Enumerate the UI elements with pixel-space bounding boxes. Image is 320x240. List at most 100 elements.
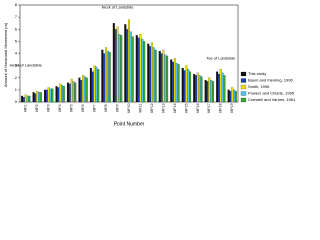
x-tick-label: MP1 — [24, 104, 28, 111]
y-tick-label: 0 — [15, 99, 18, 104]
bar — [172, 61, 175, 103]
bar — [47, 87, 50, 103]
x-tick-label: MP11 — [138, 104, 142, 113]
bar — [78, 77, 81, 103]
bar — [44, 89, 47, 103]
bar — [189, 71, 192, 103]
bar — [210, 80, 213, 103]
x-tick-label: MP5 — [70, 104, 74, 111]
bar — [229, 91, 232, 103]
legend-label: This study — [248, 71, 266, 76]
bar — [21, 95, 24, 103]
x-tick-label: MP15 — [184, 103, 188, 112]
x-tick-label: MP3 — [47, 104, 51, 111]
bar — [181, 67, 184, 103]
bar — [85, 77, 88, 103]
x-tick-label: MP17 — [207, 103, 211, 112]
bar — [158, 51, 161, 103]
bar — [187, 69, 190, 103]
bar — [108, 52, 111, 103]
x-tick-label: MP10 — [127, 103, 131, 112]
bar — [195, 75, 197, 103]
bar — [164, 54, 167, 103]
bar — [32, 92, 35, 103]
bar — [61, 84, 63, 103]
bar — [185, 65, 188, 103]
bar — [217, 74, 220, 103]
y-tick-label: 6 — [15, 26, 18, 31]
x-tick-label: MP16 — [196, 103, 200, 112]
bar — [152, 47, 155, 103]
bar — [97, 69, 100, 103]
y-tick-label: 5 — [15, 38, 18, 43]
bar — [204, 80, 207, 103]
y-tick-label: 7 — [15, 14, 18, 19]
bar — [149, 46, 152, 103]
bar — [223, 75, 226, 103]
bar — [120, 35, 123, 103]
bar — [28, 95, 31, 103]
bar — [36, 91, 39, 103]
bar — [91, 71, 94, 103]
bar — [55, 86, 58, 103]
legend-label: Smith, 1996 — [248, 84, 270, 89]
bar — [154, 49, 157, 103]
bar — [24, 94, 27, 103]
legend-swatch — [240, 78, 247, 83]
bar — [177, 64, 180, 103]
bar — [137, 37, 140, 103]
y-tick-label: 1 — [15, 87, 18, 92]
bar — [128, 19, 130, 103]
bar — [72, 81, 75, 103]
bar — [80, 80, 83, 103]
bar — [147, 43, 150, 103]
bar — [193, 74, 196, 103]
bar — [135, 35, 138, 103]
bar — [233, 89, 236, 103]
annotation: Toe of Landslide — [206, 55, 236, 60]
bar — [234, 91, 237, 103]
bar — [150, 42, 153, 103]
bar — [38, 92, 41, 103]
bar — [93, 65, 96, 103]
bar — [141, 38, 144, 103]
chart: Amount of Horizontal Movement (m) Point … — [3, 2, 296, 127]
legend-swatch — [240, 91, 247, 96]
x-tick-label: MP14 — [173, 103, 177, 112]
x-tick-label: MP2 — [35, 104, 39, 111]
x-tick-label: MP7 — [93, 104, 97, 111]
bar — [131, 36, 134, 103]
bar — [106, 51, 109, 103]
bar — [95, 66, 98, 103]
y-axis-label: Amount of Horizontal Movement (m) — [3, 22, 8, 87]
y-tick-label: 3 — [15, 63, 18, 68]
bar — [198, 75, 201, 103]
bar — [82, 75, 85, 103]
bar — [51, 88, 54, 103]
bar — [101, 49, 104, 103]
bar — [139, 34, 142, 103]
bar — [196, 72, 199, 103]
bar — [126, 29, 129, 103]
bar — [34, 93, 37, 103]
bar — [160, 53, 163, 103]
bar — [118, 34, 121, 103]
legend-swatch — [240, 84, 247, 90]
bar — [105, 47, 108, 103]
bar — [143, 41, 146, 103]
legend-swatch — [240, 71, 247, 77]
bar — [129, 31, 132, 103]
x-tick-label: MP12 — [150, 103, 154, 112]
bar — [114, 29, 117, 103]
bar — [59, 83, 62, 103]
x-tick-label: MP18 — [219, 103, 223, 112]
annotation: Neck of Landslide — [102, 4, 135, 9]
bar — [89, 67, 92, 103]
bar — [211, 81, 214, 103]
bar — [68, 83, 71, 103]
bar — [216, 71, 219, 103]
x-tick-label: MP9 — [115, 104, 119, 111]
bar — [62, 86, 65, 103]
bar — [227, 89, 230, 103]
bar — [39, 92, 42, 103]
